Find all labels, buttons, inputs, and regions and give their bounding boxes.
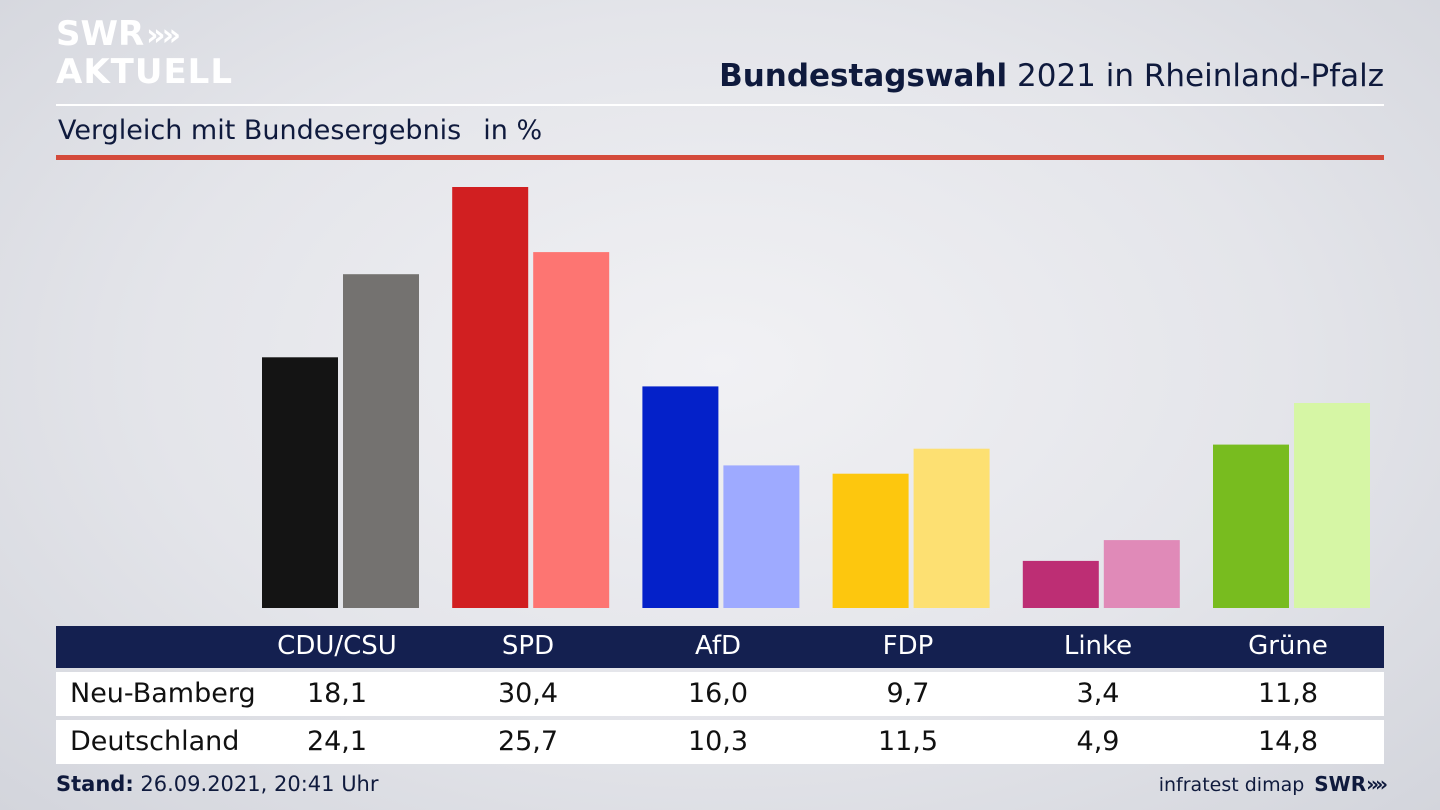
bar-fdp-deutschland xyxy=(913,448,990,608)
column-header: FDP xyxy=(882,631,934,661)
footer-chevron-icon-2: » xyxy=(1375,772,1388,796)
source-credit: infratest dimap SWR»» xyxy=(1158,772,1388,796)
bar-spd-neu-bamberg xyxy=(452,187,529,608)
row-label: Neu-Bamberg xyxy=(70,678,256,709)
bar-spd-deutschland xyxy=(533,252,610,608)
column-header: Grüne xyxy=(1248,631,1328,661)
bar-fdp-neu-bamberg xyxy=(832,473,909,608)
results-table: CDU/CSU SPD AfD FDP Linke Grüne Neu-Bamberg 1… xyxy=(56,626,1384,764)
table-cell: 4,9 xyxy=(1076,726,1120,757)
bar-afd-deutschland xyxy=(723,465,800,608)
stand-label: Stand: xyxy=(56,772,134,796)
timestamp: Stand: 26.09.2021, 20:41 Uhr xyxy=(56,772,379,796)
unit-label: in % xyxy=(483,115,543,146)
footer-brand-text: SWR xyxy=(1314,772,1367,796)
footer-chevron-icon: » xyxy=(1366,772,1379,796)
bar-cdu-csu-deutschland xyxy=(343,274,419,608)
bar-gr-ne-neu-bamberg xyxy=(1213,444,1289,608)
table-cell: 18,1 xyxy=(306,678,368,709)
table-header: CDU/CSU SPD AfD FDP Linke Grüne xyxy=(56,626,1384,668)
table-cell: 25,7 xyxy=(497,726,559,757)
table-row-deutschland: Deutschland 24,1 25,7 10,3 11,5 4,9 14,8 xyxy=(56,720,1384,764)
table-cell: 30,4 xyxy=(497,678,559,709)
subtitle-text: Vergleich mit Bundesergebnis xyxy=(58,115,462,146)
bar-gr-ne-deutschland xyxy=(1294,403,1370,608)
table-cell: 14,8 xyxy=(1257,726,1319,757)
table-cell: 16,0 xyxy=(687,678,749,709)
footer-brand: SWR»» xyxy=(1314,772,1388,796)
logo-line2: AKTUELL xyxy=(56,52,234,92)
title-bold: Bundestagswahl xyxy=(719,58,1008,94)
swr-aktuell-logo: SWR»» AKTUELL xyxy=(56,16,233,90)
column-header: CDU/CSU xyxy=(277,631,397,661)
source-label: infratest dimap xyxy=(1158,774,1305,796)
table-cell: 10,3 xyxy=(687,726,749,757)
bar-linke-neu-bamberg xyxy=(1022,560,1099,608)
logo-line1: SWR xyxy=(56,14,145,54)
title-divider xyxy=(56,104,1384,106)
table-cell: 11,5 xyxy=(877,726,939,757)
bar-cdu-csu-neu-bamberg xyxy=(262,357,338,608)
column-header: SPD xyxy=(501,631,555,661)
table-cell: 24,1 xyxy=(306,726,368,757)
title-rest: 2021 in Rheinland-Pfalz xyxy=(1017,58,1384,94)
page-title: Bundestagswahl 2021 in Rheinland-Pfalz xyxy=(719,58,1384,94)
bar-chart xyxy=(262,187,1370,608)
stand-value: 26.09.2021, 20:41 Uhr xyxy=(140,772,379,796)
bar-afd-neu-bamberg xyxy=(642,386,719,608)
accent-divider xyxy=(56,155,1384,160)
table-cell: 11,8 xyxy=(1257,678,1319,709)
column-header: Linke xyxy=(1063,631,1133,661)
table-row-neu-bamberg: Neu-Bamberg 18,1 30,4 16,0 9,7 3,4 11,8 xyxy=(56,672,1384,716)
bar-linke-deutschland xyxy=(1103,540,1180,608)
column-header: AfD xyxy=(694,631,742,661)
row-label: Deutschland xyxy=(70,726,240,757)
table-cell: 3,4 xyxy=(1076,678,1120,709)
subtitle: Vergleich mit Bundesergebnis in % xyxy=(58,115,542,146)
table-cell: 9,7 xyxy=(886,678,930,709)
